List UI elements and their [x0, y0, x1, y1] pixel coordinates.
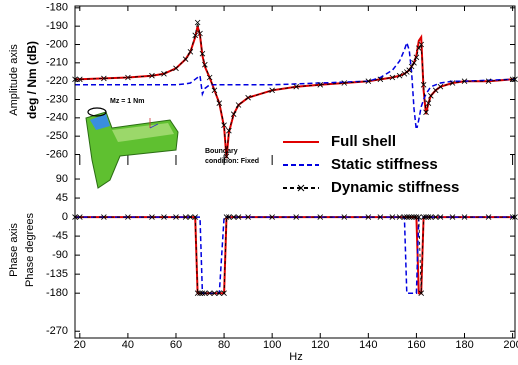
y-tick-label: 0	[62, 211, 68, 223]
y-tick-label: -180	[46, 2, 68, 14]
y-tick-label: 90	[56, 173, 68, 185]
x-tick-label: 140	[359, 339, 377, 351]
y-axis-label: Phase degrees	[24, 213, 36, 287]
annotation: Boundary	[205, 148, 238, 155]
legend-label: Dynamic stiffness	[331, 179, 459, 196]
x-tick-label: 60	[170, 339, 182, 351]
y-tick-label: -250	[46, 130, 68, 142]
y-tick-label: -190	[46, 20, 68, 32]
x-axis-label: Hz	[289, 351, 302, 363]
x-tick-label: 160	[407, 339, 425, 351]
x-tick-label: 100	[263, 339, 281, 351]
y-tick-label: -90	[52, 249, 68, 261]
y-tick-label: -240	[46, 112, 68, 124]
legend-label: Full shell	[331, 133, 396, 150]
x-tick-label: 20	[74, 339, 86, 351]
y-tick-label: -210	[46, 57, 68, 69]
y-tick-label: -260	[46, 148, 68, 160]
y-tick-label: -180	[46, 287, 68, 299]
legend-label: Static stiffness	[331, 156, 438, 173]
y-axis-label: deg / Nm (dB)	[25, 41, 39, 119]
chart: Hz Amplitude axis deg / Nm (dB) Phase ax…	[0, 0, 518, 365]
x-tick-label: 120	[311, 339, 329, 351]
y-tick-label: -135	[46, 268, 68, 280]
x-tick-label: 80	[218, 339, 230, 351]
x-tick-label: 200	[503, 339, 518, 351]
annotation: condition: Fixed	[205, 158, 259, 165]
y-tick-label: -230	[46, 93, 68, 105]
y-tick-label: 45	[56, 192, 68, 204]
x-tick-label: 40	[122, 339, 134, 351]
y-tick-label: -220	[46, 75, 68, 87]
x-tick-label: 180	[455, 339, 473, 351]
y-axis-label: Phase axis	[8, 223, 20, 277]
annotation: Mz = 1 Nm	[110, 98, 144, 105]
y-tick-label: -200	[46, 38, 68, 50]
y-axis-label: Amplitude axis	[8, 44, 20, 116]
y-tick-label: -270	[46, 325, 68, 337]
y-tick-label: -45	[52, 230, 68, 242]
